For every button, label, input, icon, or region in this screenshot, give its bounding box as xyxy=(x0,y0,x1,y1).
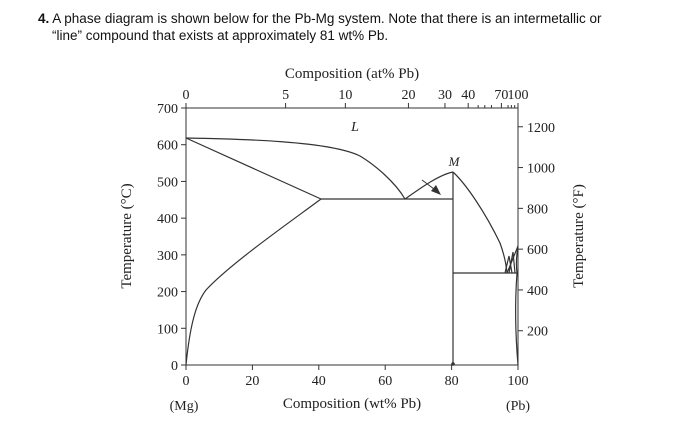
left-tick-label: 400 xyxy=(157,212,178,227)
pb-corner-detail-1 xyxy=(504,255,513,274)
right-tick-label: 800 xyxy=(527,202,548,217)
question-line-1: 4. A phase diagram is shown below for th… xyxy=(38,10,602,27)
question-line-2: “line” compound that exists at approxima… xyxy=(52,28,389,43)
left-tick-label: 200 xyxy=(157,286,178,301)
pb-solidus xyxy=(515,245,519,274)
bottom-tick-label: 20 xyxy=(245,374,259,389)
compound-arrow xyxy=(421,179,441,195)
solvus-mg-side xyxy=(185,198,322,366)
compound-label: M xyxy=(448,154,461,169)
right-tick-label: 1000 xyxy=(527,162,555,177)
top-tick-label: 5 xyxy=(282,88,289,103)
plot-frame xyxy=(185,107,519,366)
phase-boundaries xyxy=(185,137,519,366)
pb-corner-detail-2 xyxy=(508,251,516,274)
liquidus-pb-side xyxy=(506,245,519,274)
question-number: 4. xyxy=(38,11,50,26)
left-tick-label: 700 xyxy=(157,102,178,117)
bottom-tick-label: 80 xyxy=(445,374,459,389)
liquid-region-label: L xyxy=(350,120,359,135)
mg-end-label: (Mg) xyxy=(170,399,199,414)
bottom-tick-label: 40 xyxy=(312,374,326,389)
liquidus-mg-side xyxy=(185,137,406,200)
question-line-1-text: A phase diagram is shown below for the P… xyxy=(52,11,602,26)
right-tick-label: 1200 xyxy=(527,121,555,136)
pb-solvus xyxy=(515,272,519,366)
bottom-tick-label: 60 xyxy=(378,374,392,389)
bottom-axis-title: Composition (wt% Pb) xyxy=(283,396,421,412)
left-tick-label: 100 xyxy=(157,322,178,337)
top-axis-title: Composition (at% Pb) xyxy=(285,66,419,82)
right-axis-title: Temperature (°F) xyxy=(571,184,587,288)
liquidus-compound-right xyxy=(452,171,508,274)
top-tick-label: 30 xyxy=(438,88,452,103)
left-tick-label: 0 xyxy=(171,359,178,374)
bottom-tick-label: 100 xyxy=(508,374,529,389)
solidus-mg-side xyxy=(185,137,322,200)
top-tick-label: 0 xyxy=(183,88,190,103)
bottom-tick-label: 0 xyxy=(183,374,190,389)
pb-end-label: (Pb) xyxy=(506,399,530,414)
top-tick-label: 70 xyxy=(494,88,508,103)
top-tick-label: 100 xyxy=(508,88,529,103)
liquidus-compound-left xyxy=(404,171,454,200)
compound-base-dot xyxy=(451,362,455,366)
right-tick-label: 200 xyxy=(527,325,548,340)
axis-ticks: 0100200300400500600700200400600800100012… xyxy=(157,88,555,389)
right-tick-label: 600 xyxy=(527,243,548,258)
left-axis-title: Temperature (°C) xyxy=(119,183,135,288)
top-tick-label: 10 xyxy=(338,88,352,103)
left-tick-label: 600 xyxy=(157,139,178,154)
top-tick-label: 40 xyxy=(461,88,475,103)
top-tick-label: 20 xyxy=(401,88,415,103)
left-tick-label: 300 xyxy=(157,249,178,264)
left-tick-label: 500 xyxy=(157,175,178,190)
right-tick-label: 400 xyxy=(527,284,548,299)
